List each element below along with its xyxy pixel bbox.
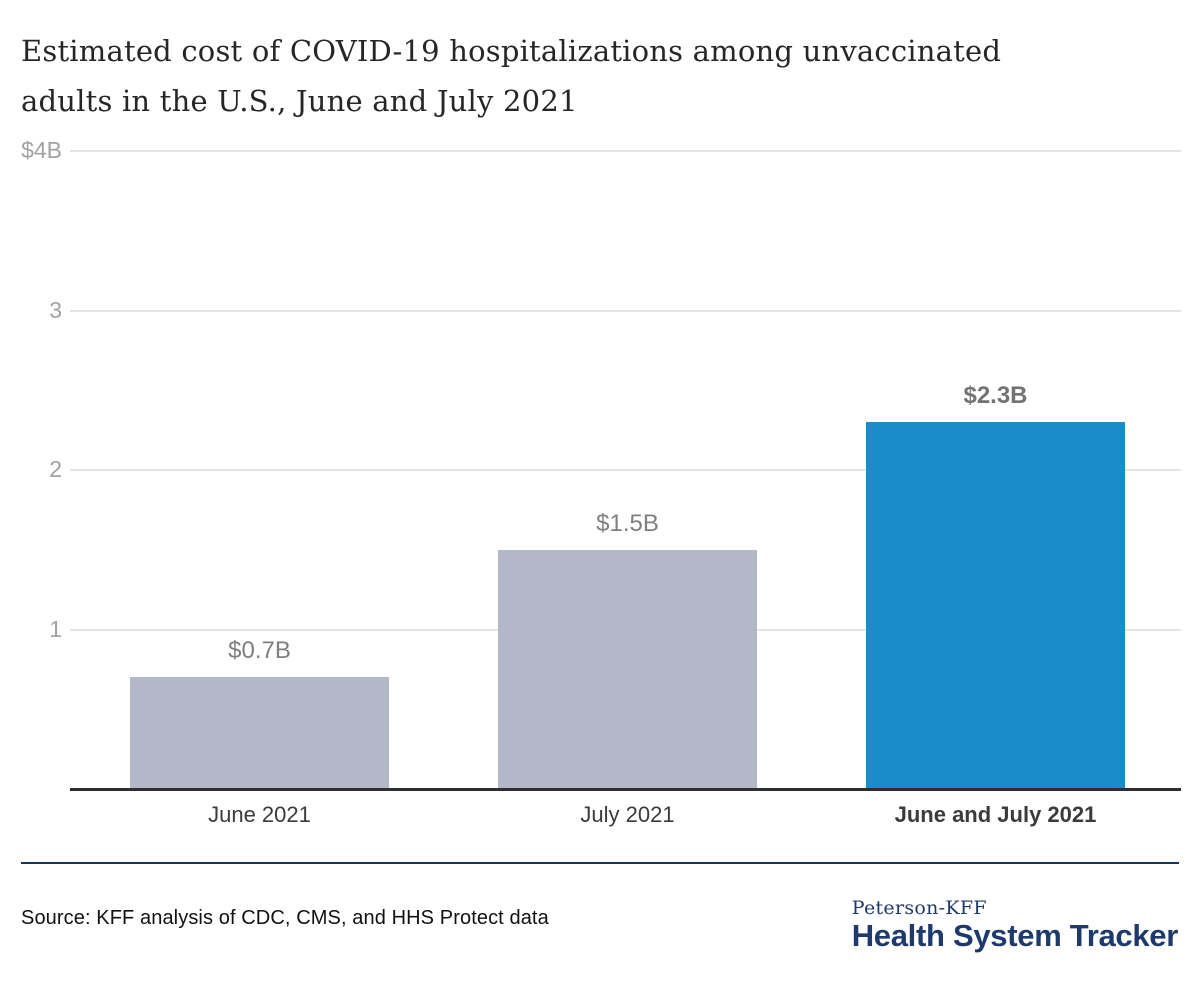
y-tick-label-2: 2 [49,456,62,482]
y-tick-label-4: $4B [21,137,62,163]
logo-health-system-tracker: Health System Tracker [851,918,1179,953]
chart-title-line1: Estimated cost of COVID-19 hospitalizati… [21,34,1002,68]
bar-june-2021 [130,677,389,789]
gridline-3 [70,309,1181,312]
y-tick-label-3: 3 [49,296,62,323]
bar-value-label-june-and-july-2021: $2.3B [963,382,1028,409]
bar-value-label-july-2021: $1.5B [596,510,659,537]
bar-july-2021 [498,550,757,789]
x-axis-label-june-and-july-2021: June and July 2021 [894,802,1097,827]
x-axis-line [70,788,1181,791]
x-axis-label-june-2021: June 2021 [208,802,311,827]
source-text: Source: KFF analysis of CDC, CMS, and HH… [21,907,549,929]
x-axis-label-july-2021: July 2021 [580,802,675,827]
chart-title: Estimated cost of COVID-19 hospitalizati… [21,26,1001,126]
chart-title-line2: adults in the U.S., June and July 2021 [21,84,578,118]
bar-june-and-july-2021 [866,422,1125,789]
bar-value-label-june-2021: $0.7B [228,637,291,664]
logo-peterson-kff: Peterson-KFF [851,897,987,919]
y-tick-label-1: 1 [49,615,62,642]
brand-logo: Peterson-KFF Health System Tracker [851,897,1179,953]
gridline-4 [70,150,1181,152]
gridline-2 [70,469,1181,471]
footer-divider [21,862,1179,864]
